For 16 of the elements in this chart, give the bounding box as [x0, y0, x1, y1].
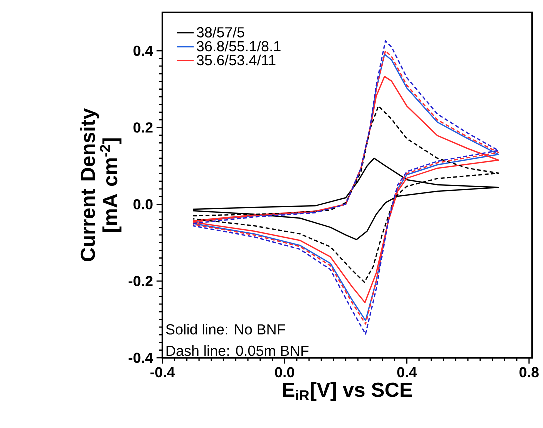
annotation: Dash line: 0.05m BNF	[166, 346, 309, 356]
annotation: Solid line: No BNF	[166, 324, 286, 335]
line-series	[192, 106, 500, 284]
y-tick-label: -0.2	[128, 276, 153, 286]
legend-label: 38/57/5	[197, 27, 244, 38]
y-tick-label: 0.4	[134, 46, 154, 56]
x-axis-title: E$_{iR}$[V] vs SCE	[283, 382, 412, 402]
x-tick-label: 0.4	[398, 367, 418, 378]
x-tick-label: 0.8	[520, 367, 539, 378]
y-tick-label: -0.4	[128, 352, 154, 364]
legend-label: 36.8/55.1/8.1	[197, 41, 281, 52]
legend-label: 35.6/53.4/11	[197, 54, 276, 66]
y-tick-label: 0.0	[134, 199, 153, 210]
x-tick-label: 0.0	[275, 367, 294, 378]
x-tick-label: -0.4	[150, 367, 176, 378]
y-tick-label: 0.2	[134, 122, 153, 133]
